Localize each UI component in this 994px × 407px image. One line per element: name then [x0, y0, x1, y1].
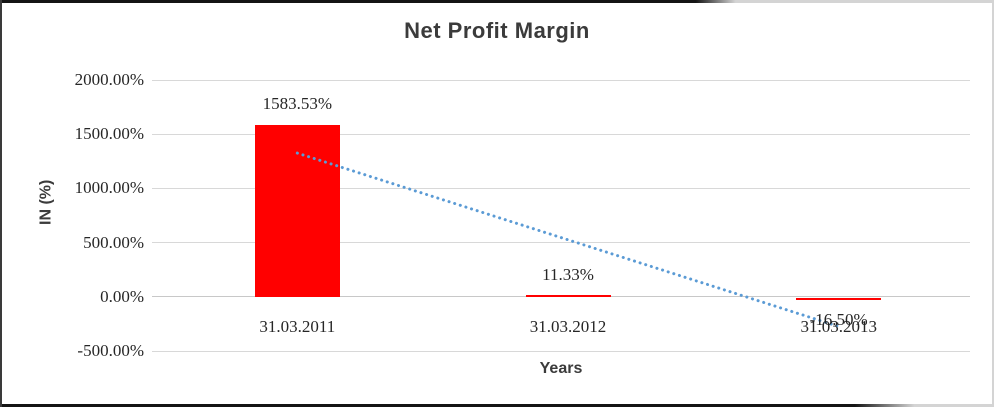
y-tick-label: 0.00% [100, 286, 144, 306]
y-tick-label: 1500.00% [74, 124, 144, 144]
x-tick-label: 31.03.2011 [259, 317, 336, 336]
x-axis-title: Years [539, 360, 583, 377]
gridline [152, 133, 970, 135]
bar-31.03.2012 [525, 294, 611, 297]
bar-31.03.2011 [254, 125, 340, 297]
chart-border-bottom [0, 404, 994, 407]
data-label: -16.50% [809, 309, 868, 329]
chart-title: Net Profit Margin [404, 18, 590, 43]
chart-border-top [0, 0, 994, 3]
y-tick-label: 500.00% [83, 232, 144, 252]
data-label: 1583.53% [262, 94, 332, 114]
chart-border-left [0, 0, 2, 407]
x-tick-label: 31.03.2012 [529, 317, 607, 336]
y-tick-label: -500.00% [77, 341, 144, 360]
gridline [152, 350, 970, 352]
bar-31.03.2013 [796, 297, 882, 300]
y-tick-label: 1000.00% [74, 178, 144, 198]
data-label: 11.33% [542, 264, 594, 284]
chart-border-right [992, 0, 994, 407]
y-tick-label: 2000.00% [74, 70, 144, 89]
gridline [152, 79, 970, 81]
